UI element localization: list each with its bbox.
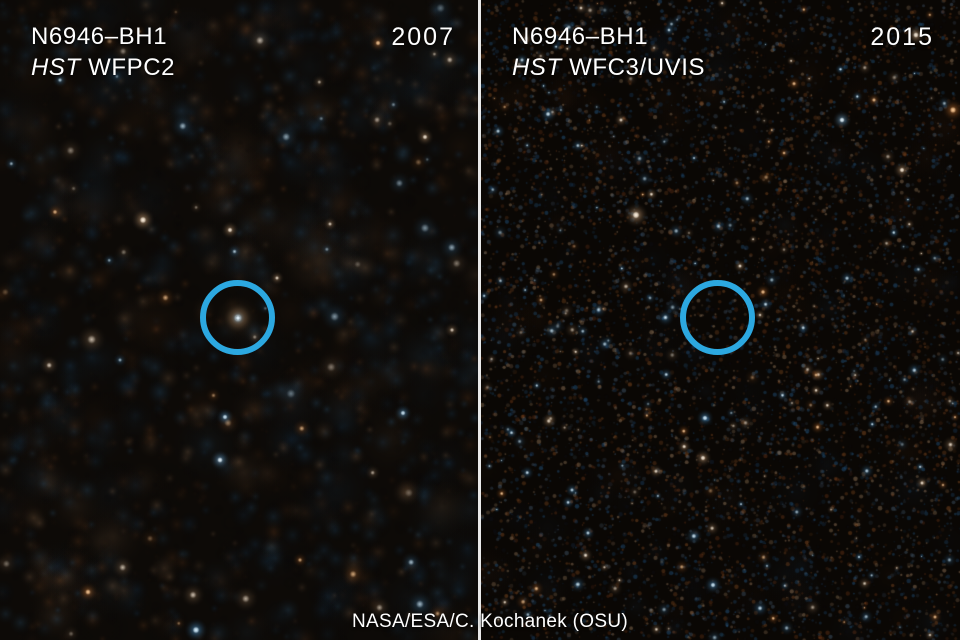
target-name-label: N6946–BH1 bbox=[31, 23, 168, 50]
panel-2015-title: N6946–BH1 HST WFC3/UVIS bbox=[512, 21, 705, 83]
telescope-label: HST bbox=[31, 54, 81, 81]
panel-divider bbox=[478, 0, 481, 640]
telescope-label: HST bbox=[512, 54, 562, 81]
highlight-circle-2007 bbox=[200, 280, 275, 355]
panel-2015-year: 2015 bbox=[870, 23, 934, 51]
highlight-circle-2015 bbox=[680, 280, 755, 355]
panel-2007: N6946–BH1 HST WFPC2 2007 bbox=[0, 0, 478, 640]
panel-2015: N6946–BH1 HST WFC3/UVIS 2015 bbox=[481, 0, 960, 640]
instrument-label: WFPC2 bbox=[88, 54, 176, 81]
panel-2007-year: 2007 bbox=[391, 23, 455, 51]
credit-text: NASA/ESA/C. Kochanek (OSU) bbox=[351, 611, 628, 632]
panel-2007-title: N6946–BH1 HST WFPC2 bbox=[31, 21, 175, 83]
target-name-label: N6946–BH1 bbox=[512, 23, 649, 50]
instrument-label: WFC3/UVIS bbox=[569, 54, 706, 81]
